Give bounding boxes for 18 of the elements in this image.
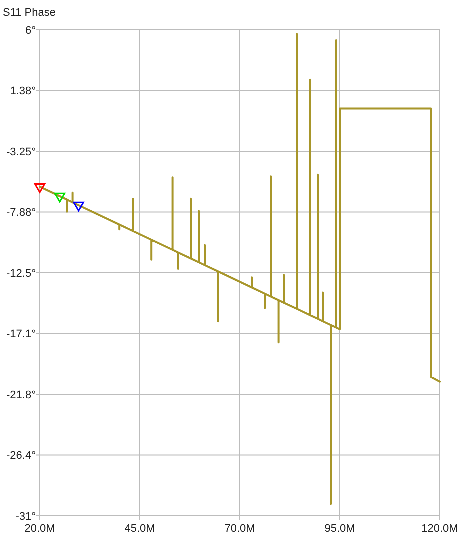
y-tick-label: -7.88°: [6, 207, 36, 220]
x-tick-label: 95.0M: [324, 523, 356, 535]
point: [54, 192, 66, 203]
y-tick-label: -21.8°: [6, 389, 36, 402]
y-tick-label: -3.25°: [6, 146, 36, 158]
point: [34, 183, 46, 194]
y-tick-label: 6°: [25, 24, 36, 37]
x-tick-label: 45.0M: [124, 523, 156, 535]
point: [73, 202, 84, 212]
x-tick-label: 120.0M: [422, 523, 458, 535]
y-tick-label: -26.4°: [6, 450, 36, 462]
x-tick-label: 70.0M: [224, 523, 256, 535]
x-tick-label: 20.0M: [24, 523, 56, 535]
y-tick-label: -12.5°: [6, 268, 36, 280]
y-tick-label: -31°: [16, 510, 36, 523]
y-tick-label: -17.1°: [6, 328, 36, 341]
y-tick-label: 1.38°: [10, 86, 36, 98]
chart-title: S11 Phase: [3, 7, 56, 19]
